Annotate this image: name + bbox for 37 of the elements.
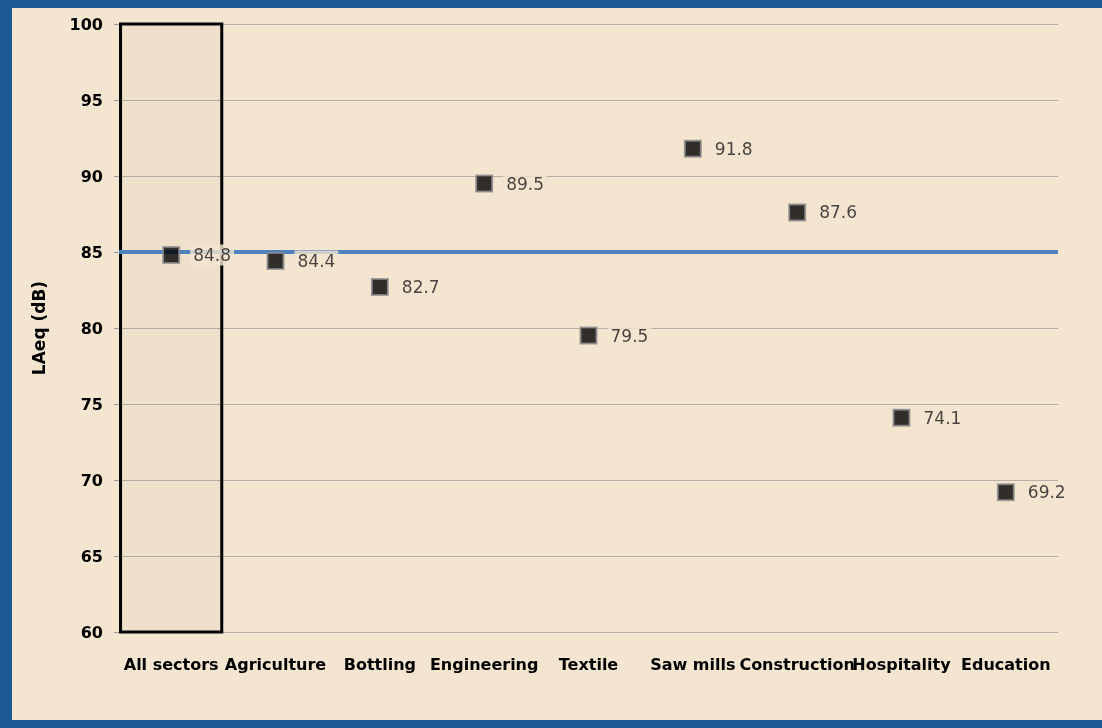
- x-tick-label: Bottling: [343, 654, 416, 674]
- data-label: 84.4: [297, 251, 336, 272]
- x-tick-label: Saw mills: [650, 654, 736, 674]
- x-tick-label: Agriculture: [224, 654, 327, 674]
- y-tick-label: 85: [80, 242, 103, 262]
- y-tick-label: 90: [80, 166, 103, 186]
- data-label: 82.7: [401, 276, 440, 297]
- data-label: 74.1: [923, 407, 962, 428]
- point: [788, 203, 807, 222]
- y-tick-label: 60: [80, 622, 103, 642]
- y-tick-label: 75: [80, 394, 103, 414]
- point: [370, 277, 389, 296]
- x-tick-label: Hospitality: [852, 654, 952, 674]
- data-label: 79.5: [610, 325, 649, 346]
- x-tick-label: All sectors: [123, 654, 219, 674]
- data-label: 87.6: [819, 202, 858, 223]
- point: [475, 174, 494, 193]
- point: [579, 326, 598, 345]
- point: [683, 139, 702, 158]
- data-label: 91.8: [714, 138, 753, 159]
- point: [266, 252, 285, 271]
- y-tick-label: 95: [80, 90, 103, 110]
- x-tick-label: Engineering: [429, 654, 539, 674]
- point: [892, 408, 911, 427]
- y-tick-label: 100: [69, 14, 103, 34]
- data-label: 84.8: [193, 245, 232, 266]
- point: [996, 483, 1015, 502]
- y-tick-label: 80: [80, 318, 103, 338]
- y-axis-title: LAeq (dB): [28, 280, 49, 376]
- data-label: 69.2: [1027, 482, 1066, 503]
- x-tick-label: Education: [961, 654, 1051, 674]
- y-tick-label: 65: [80, 546, 103, 566]
- y-tick-label: 70: [80, 470, 103, 490]
- x-tick-label: Textile: [558, 654, 619, 674]
- data-label: 89.5: [506, 173, 545, 194]
- x-tick-label: Construction: [739, 654, 855, 674]
- point: [162, 246, 181, 265]
